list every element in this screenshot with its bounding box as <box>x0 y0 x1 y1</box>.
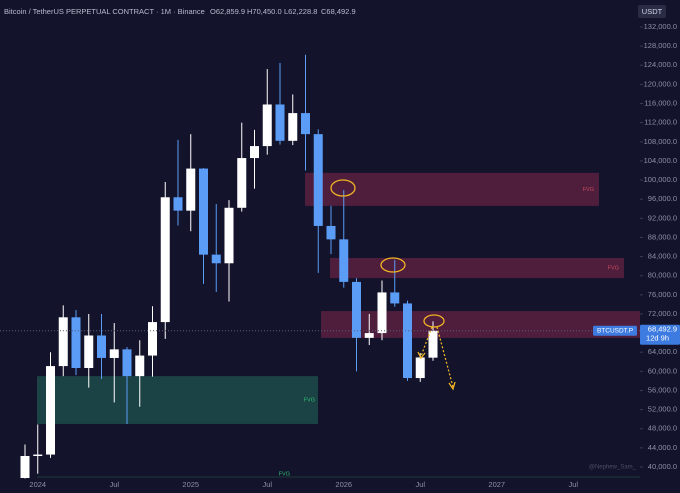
highlight-ellipse <box>423 314 445 328</box>
y-tick-label: 128,000.0 <box>644 41 677 50</box>
price-label: 68,492.9 <box>648 325 677 334</box>
candle-body <box>109 349 119 358</box>
countdown-label: 12d 9h <box>646 334 669 343</box>
candle-body <box>186 168 196 211</box>
y-tick-label: 72,000.0 <box>648 309 677 318</box>
y-tick-label: 104,000.0 <box>644 156 677 165</box>
annotations <box>330 179 456 391</box>
arrow-head <box>448 381 456 391</box>
y-tick-label: 52,000.0 <box>648 405 677 414</box>
y-tick-label: 112,000.0 <box>644 118 677 127</box>
header-ohlc-value: H70,450.0 <box>247 7 282 16</box>
y-tick-label: 96,000.0 <box>648 194 677 203</box>
y-tick-label: 56,000.0 <box>648 385 677 394</box>
x-tick-label: Jul <box>415 480 425 489</box>
header-symbol: Bitcoin / TetherUS PERPETUAL CONTRACT · … <box>4 7 205 16</box>
watermark: @Nephew_Sam_ <box>589 465 637 471</box>
candle-body <box>403 303 412 379</box>
y-tick-label: 44,000.0 <box>648 443 677 452</box>
candle-body <box>97 335 106 358</box>
y-tick-label: 116,000.0 <box>644 99 677 108</box>
fvg-label: FVG <box>608 265 619 271</box>
x-tick-label: Jul <box>109 480 119 489</box>
candle-body <box>199 168 208 255</box>
arrow <box>420 326 433 357</box>
y-tick-label: 120,000.0 <box>644 79 677 88</box>
x-tick-label: Jul <box>262 480 272 489</box>
candle-body <box>84 335 94 368</box>
y-tick-label: 40,000.0 <box>648 462 677 471</box>
y-tick-label: 64,000.0 <box>648 347 677 356</box>
fvg-zone <box>321 311 640 338</box>
candle-body <box>275 104 285 141</box>
candle-body <box>326 225 336 240</box>
candle-body <box>135 355 145 377</box>
y-tick-label: 76,000.0 <box>648 290 677 299</box>
candle-body <box>160 197 170 323</box>
price-tag <box>640 324 680 345</box>
x-tick-label: Jul <box>568 480 578 489</box>
symbol-tag <box>593 325 637 336</box>
candle-body <box>262 104 272 147</box>
x-tick-label: 2025 <box>182 480 199 489</box>
candle-body <box>428 330 438 358</box>
candle-body <box>301 113 310 135</box>
fvg-label: FVG <box>583 187 594 193</box>
currency-button[interactable] <box>638 5 666 18</box>
header-ohlc: O62,859.9 H70,450.0 L62,228.8 C68,492.9 <box>210 7 356 16</box>
zones: FVG FVG FVG FVG <box>37 172 640 478</box>
y-tick-label: 80,000.0 <box>648 271 677 280</box>
symbol-label: BTCUSDT.P <box>597 327 633 334</box>
candle-body <box>390 292 400 304</box>
candle-body <box>58 317 68 367</box>
y-tick-label: 100,000.0 <box>644 175 677 184</box>
x-tick-label: 2026 <box>335 480 352 489</box>
y-tick-label: 88,000.0 <box>648 232 677 241</box>
y-tick-label: 108,000.0 <box>644 137 677 146</box>
currency[interactable]: USDT <box>642 7 663 16</box>
candle-body <box>122 349 132 377</box>
header-ohlc-value: C68,492.9 <box>321 7 356 16</box>
highlight-ellipse <box>330 179 356 197</box>
fvg-label: FVG <box>279 471 290 477</box>
fvg-zone <box>305 172 599 206</box>
candle-body <box>415 357 425 379</box>
candle-body <box>211 254 221 264</box>
fvg-zone <box>330 258 624 279</box>
candle-body <box>33 454 43 456</box>
candle-body <box>148 322 157 356</box>
candle-body <box>237 158 247 208</box>
header-ohlc-value: O62,859.9 <box>210 7 245 16</box>
candle-body <box>71 317 81 368</box>
y-tick-label: 132,000.0 <box>644 22 677 31</box>
fvg-label: FVG <box>304 397 315 403</box>
candle-body <box>352 281 361 338</box>
candle-body <box>364 333 374 338</box>
y-tick-label: 92,000.0 <box>648 213 677 222</box>
x-tick-label: 2027 <box>488 480 505 489</box>
candle-body <box>46 366 55 455</box>
highlight-ellipse <box>380 257 406 273</box>
arrow-head <box>417 351 426 360</box>
candle-body <box>20 456 30 478</box>
candle-body <box>288 113 298 141</box>
y-tick-label: 124,000.0 <box>644 60 677 69</box>
candle-body <box>224 207 234 264</box>
candle-body <box>173 197 183 211</box>
header-ohlc-value: L62,228.8 <box>284 7 317 16</box>
y-tick-label: 48,000.0 <box>648 424 677 433</box>
y-tick-label: 84,000.0 <box>648 252 677 261</box>
candle-body <box>313 134 323 226</box>
fvg-zone <box>37 376 318 424</box>
y-tick-label: 60,000.0 <box>648 366 677 375</box>
candle-body <box>377 292 387 334</box>
candle-body <box>339 239 349 282</box>
plot <box>20 54 438 479</box>
x-tick-label: 2024 <box>29 480 46 489</box>
candle-body <box>250 146 259 159</box>
